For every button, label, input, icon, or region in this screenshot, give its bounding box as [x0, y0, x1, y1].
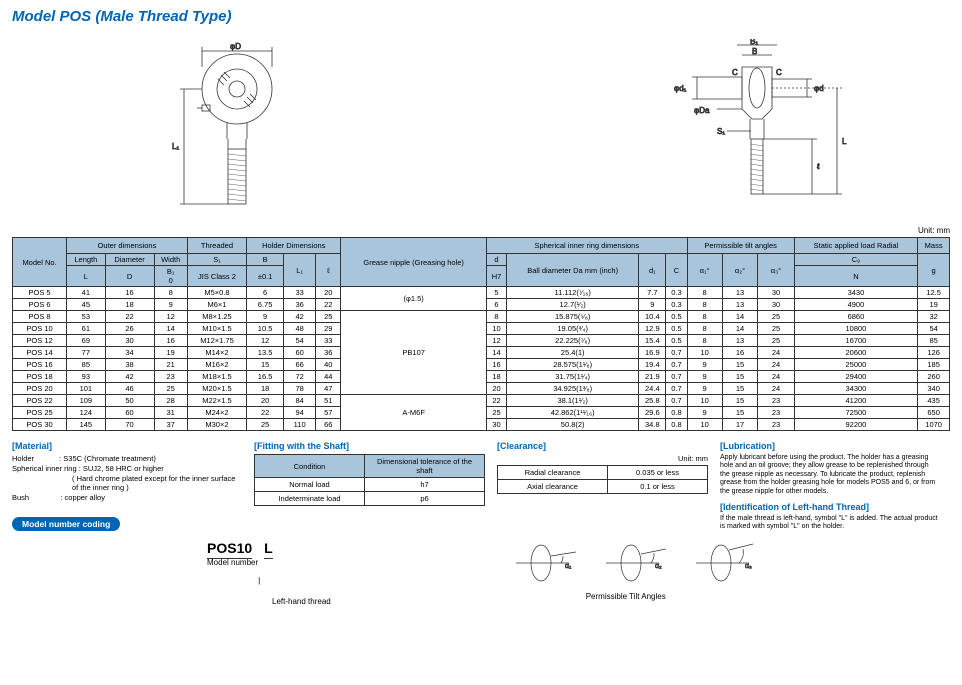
- svg-text:B₁: B₁: [750, 39, 758, 46]
- th-sphere: Spherical inner ring dimensions: [486, 238, 687, 254]
- table-row: POS 8532212M8×1.2594225PB107815.875(⁵⁄₈)…: [13, 311, 950, 323]
- th-jis: JIS Class 2: [187, 266, 246, 287]
- table-row: POS 221095028M22×1.5208451A-M6F2238.1(1¹…: [13, 395, 950, 407]
- technical-diagrams: φD: [12, 31, 950, 226]
- diagram-front-view: φD: [172, 39, 302, 219]
- table-row: POS 541168M5×0.863320(φ1.5)511.112(⁷⁄₁₆)…: [13, 287, 950, 299]
- svg-text:C: C: [732, 68, 738, 77]
- unit-label: Unit: mm: [12, 226, 950, 235]
- material-section: [Material] Holder : S35C (Chromate treat…: [12, 441, 242, 531]
- model-coding-example: POS10L Model number | Left-hand thread: [12, 540, 331, 606]
- th-d1: d₁: [639, 254, 666, 287]
- th-width: Width: [154, 254, 187, 266]
- clearance-title: [Clearance]: [497, 441, 708, 451]
- fitting-section: [Fitting with the Shaft] ConditionDimens…: [254, 441, 485, 506]
- th-a2: α₂°: [722, 254, 758, 287]
- th-a3: α₃°: [758, 254, 794, 287]
- svg-text:L₁: L₁: [172, 142, 179, 151]
- diagram-side-view: B₁ B φd₁ C C: [642, 39, 872, 219]
- svg-text:φd: φd: [814, 84, 824, 93]
- svg-text:φD: φD: [230, 42, 241, 51]
- th-balldia: Ball diameter Da mm (inch): [507, 254, 639, 287]
- th-mass: Mass: [918, 238, 950, 254]
- th-length: Length: [67, 254, 106, 266]
- clearance-table: Radial clearance0.035 or less Axial clea…: [497, 465, 708, 494]
- svg-text:φd₁: φd₁: [674, 84, 687, 93]
- page-title: Model POS (Male Thread Type): [12, 8, 950, 25]
- model-coding-badge: Model number coding: [12, 517, 120, 531]
- clearance-section: [Clearance] Unit: mm Radial clearance0.0…: [497, 441, 708, 494]
- tilt-caption: Permissible Tilt Angles: [491, 592, 761, 601]
- lubrication-title: [Lubrication]: [720, 441, 940, 451]
- svg-text:B: B: [752, 47, 757, 56]
- th-L: L: [67, 266, 106, 287]
- svg-text:C: C: [776, 68, 782, 77]
- th-outer: Outer dimensions: [67, 238, 188, 254]
- th-holder: Holder Dimensions: [247, 238, 341, 254]
- th-Cs: C₉: [794, 254, 918, 266]
- th-threaded: Threaded: [187, 238, 246, 254]
- tilt-diagram-2: α₂: [601, 538, 671, 588]
- th-d: d: [486, 254, 506, 266]
- svg-text:α₂: α₂: [655, 563, 662, 570]
- svg-text:S₁: S₁: [717, 127, 725, 136]
- svg-text:α₁: α₁: [565, 563, 572, 570]
- th-tilt: Permissible tilt angles: [687, 238, 794, 254]
- svg-text:α₃: α₃: [745, 563, 752, 570]
- th-N: N: [794, 266, 918, 287]
- th-B: B: [247, 254, 284, 266]
- fitting-title: [Fitting with the Shaft]: [254, 441, 485, 451]
- lubrication-section: [Lubrication] Apply lubricant before usi…: [720, 441, 940, 532]
- th-g: g: [918, 254, 950, 287]
- lubrication-text: Apply lubricant before using the product…: [720, 454, 940, 496]
- th-static: Static applied load Radial: [794, 238, 918, 254]
- lefthand-title: [Identification of Left-hand Thread]: [720, 502, 940, 512]
- th-ell: ℓ: [316, 254, 341, 287]
- material-title: [Material]: [12, 441, 242, 451]
- th-B1: B₁0: [154, 266, 187, 287]
- svg-text:ℓ: ℓ: [816, 162, 820, 171]
- tilt-diagram-3: α₃: [691, 538, 761, 588]
- th-D: D: [105, 266, 154, 287]
- th-a1: α₁°: [687, 254, 722, 287]
- th-s1: S₁: [187, 254, 246, 266]
- th-model: Model No.: [13, 238, 67, 287]
- svg-text:L: L: [842, 137, 847, 146]
- lefthand-text: If the male thread is left-hand, symbol …: [720, 515, 940, 532]
- th-H7: H7: [486, 266, 506, 287]
- fitting-table: ConditionDimensional tolerance of the sh…: [254, 454, 485, 506]
- svg-text:φDa: φDa: [694, 106, 710, 115]
- tilt-diagram-1: α₁: [511, 538, 581, 588]
- tilt-angle-diagrams: α₁ α₂: [491, 532, 761, 601]
- th-C: C: [666, 254, 687, 287]
- th-diameter: Diameter: [105, 254, 154, 266]
- spec-table: Model No. Outer dimensions Threaded Hold…: [12, 237, 950, 431]
- th-L1: L₁: [284, 254, 316, 287]
- th-Btol: ±0.1: [247, 266, 284, 287]
- th-grease: Grease nipple (Greasing hole): [341, 238, 487, 287]
